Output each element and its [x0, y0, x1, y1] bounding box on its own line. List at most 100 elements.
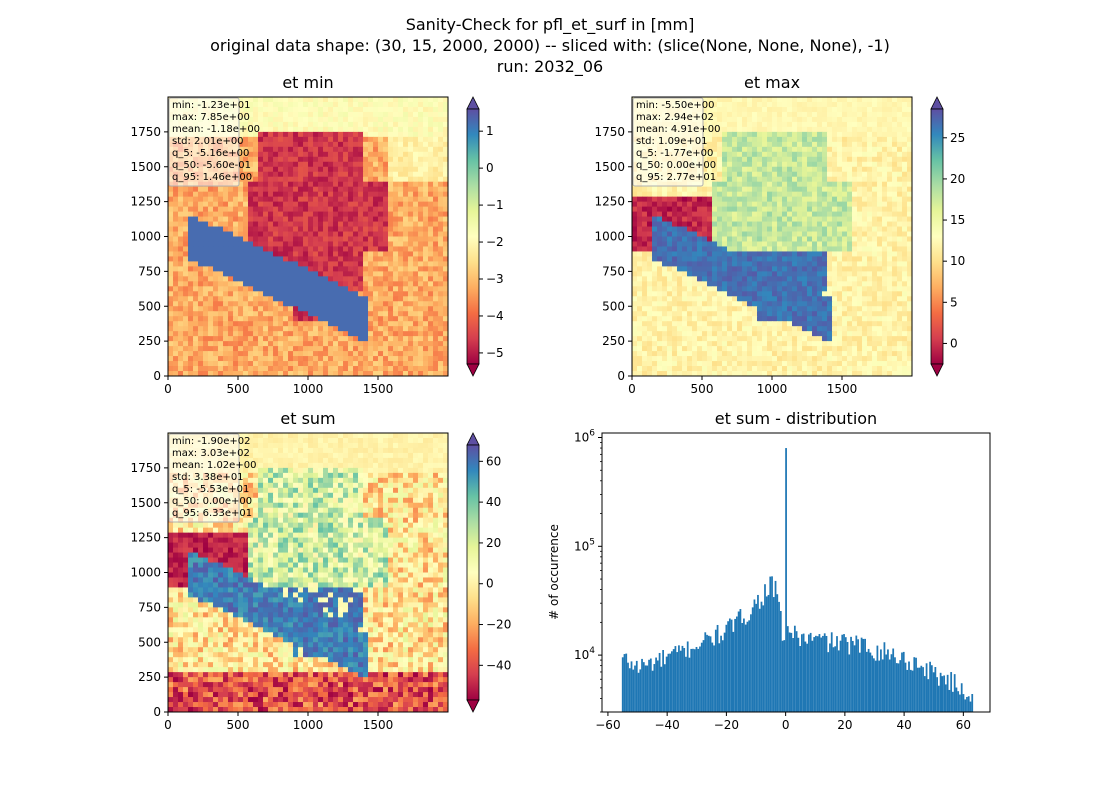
heatmap-cell — [303, 236, 309, 242]
heatmap-cell — [218, 261, 224, 267]
heatmap-cell — [338, 97, 344, 103]
heatmap-cell — [298, 181, 304, 188]
heatmap-cell — [328, 301, 334, 307]
heatmap-cell — [353, 366, 359, 372]
heatmap-cell — [258, 261, 264, 267]
heatmap-cell — [742, 156, 748, 163]
heatmap-cell — [762, 231, 768, 237]
heatmap-cell — [827, 196, 833, 203]
heatmap-cell — [413, 126, 419, 133]
heatmap-cell — [208, 366, 214, 372]
heatmap-cell — [902, 231, 908, 237]
heatmap-cell — [358, 111, 364, 118]
heatmap-cell — [712, 126, 718, 133]
heatmap-cell — [203, 366, 209, 372]
heatmap-cell — [233, 351, 239, 357]
heatmap-cell — [348, 101, 354, 108]
heatmap-cell — [822, 206, 828, 213]
heatmap-cell — [722, 151, 728, 158]
heatmap-cell — [333, 341, 339, 347]
heatmap-cell — [882, 106, 888, 113]
heatmap-cell — [308, 231, 314, 237]
heatmap-cell — [408, 141, 414, 148]
heatmap-cell — [907, 226, 913, 233]
heatmap-cell — [418, 286, 424, 292]
heatmap-cell — [218, 356, 224, 362]
heatmap-cell — [837, 97, 843, 103]
heatmap-cell — [852, 241, 858, 247]
heatmap-cell — [897, 211, 903, 218]
heatmap-cell — [218, 236, 224, 242]
heatmap-cell — [867, 106, 873, 113]
heatmap-cell — [393, 326, 399, 332]
heatmap-cell — [358, 146, 364, 153]
heatmap-cell — [273, 131, 279, 138]
heatmap-cell — [388, 196, 394, 203]
heatmap-cell — [807, 151, 813, 158]
heatmap-cell — [672, 196, 678, 203]
heatmap-cell — [268, 146, 274, 153]
heatmap-cell — [353, 131, 359, 138]
heatmap-cell — [393, 366, 399, 372]
heatmap-cell — [817, 211, 823, 218]
heatmap-cell — [223, 346, 229, 352]
heatmap-cell — [293, 226, 299, 233]
heatmap-cell — [907, 121, 913, 128]
heatmap-cell — [852, 181, 858, 188]
heatmap-cell — [822, 101, 828, 108]
heatmap-cell — [183, 216, 189, 223]
heatmap-cell — [777, 141, 783, 148]
heatmap-cell — [418, 331, 424, 337]
heatmap-cell — [253, 191, 259, 198]
heatmap-cell — [742, 241, 748, 247]
heatmap-cell — [283, 216, 289, 223]
heatmap-cell — [862, 141, 868, 148]
heatmap-cell — [388, 151, 394, 158]
heatmap-cell — [218, 326, 224, 332]
heatmap-cell — [732, 231, 738, 237]
heatmap-cell — [712, 241, 718, 247]
heatmap-cell — [358, 346, 364, 352]
heatmap-cell — [642, 186, 648, 193]
heatmap-cell — [373, 196, 379, 203]
heatmap-cell — [817, 131, 823, 138]
heatmap-cell — [907, 241, 913, 247]
heatmap-cell — [323, 181, 329, 188]
heatmap-cell — [378, 256, 384, 262]
heatmap-cell — [378, 101, 384, 108]
heatmap-cell — [892, 131, 898, 138]
heatmap-cell — [837, 166, 843, 173]
heatmap-cell — [767, 136, 773, 143]
colorbar-tick-label: −5 — [486, 346, 504, 360]
heatmap-cell — [368, 291, 374, 297]
heatmap-cell — [393, 336, 399, 342]
heatmap-cell — [847, 101, 853, 108]
heatmap-cell — [787, 251, 793, 257]
heatmap-cell — [308, 126, 314, 133]
heatmap-cell — [797, 111, 803, 118]
heatmap-cell — [328, 221, 334, 228]
heatmap-cell — [258, 116, 264, 123]
heatmap-cell — [208, 196, 214, 203]
heatmap-cell — [902, 111, 908, 118]
heatmap-cell — [418, 216, 424, 223]
heatmap-cell — [852, 121, 858, 128]
heatmap-cell — [762, 206, 768, 213]
heatmap-cell — [712, 226, 718, 233]
heatmap-cell — [323, 371, 329, 377]
heatmap-cell — [897, 236, 903, 242]
heatmap-cell — [393, 106, 399, 113]
heatmap-cell — [383, 326, 389, 332]
heatmap-cell — [253, 176, 259, 183]
heatmap-cell — [632, 231, 638, 237]
heatmap-cell — [168, 296, 174, 302]
heatmap-cell — [213, 366, 219, 372]
heatmap-cell — [403, 291, 409, 297]
heatmap-cell — [278, 131, 284, 138]
heatmap-cell — [178, 356, 184, 362]
heatmap-cell — [782, 121, 788, 128]
heatmap-cell — [852, 97, 858, 103]
heatmap-cell — [388, 186, 394, 193]
heatmap-cell — [223, 201, 229, 208]
heatmap-cell — [777, 161, 783, 168]
